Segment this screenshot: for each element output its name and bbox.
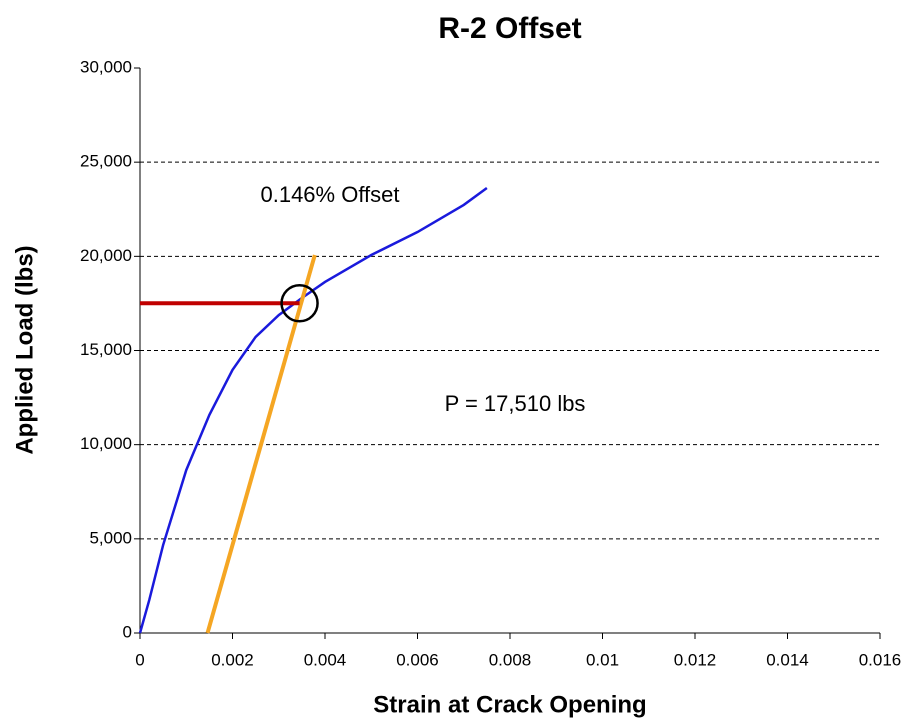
series-line <box>205 254 317 634</box>
x-tick-label: 0.008 <box>489 650 532 669</box>
series-line <box>138 186 488 634</box>
y-tick-label: 25,000 <box>80 152 132 171</box>
x-axis-label: Strain at Crack Opening <box>373 691 646 718</box>
y-tick-label: 15,000 <box>80 340 132 359</box>
x-tick-label: 0.012 <box>674 650 717 669</box>
x-tick-label: 0.004 <box>304 650 347 669</box>
annotation: 0.146% Offset <box>260 182 399 207</box>
x-tick-label: 0.002 <box>211 650 254 669</box>
y-tick-label: 20,000 <box>80 246 132 265</box>
y-tick-label: 0 <box>123 622 132 641</box>
y-tick-label: 30,000 <box>80 57 132 76</box>
y-axis-label: Applied Load (lbs) <box>11 245 38 454</box>
y-tick-label: 10,000 <box>80 434 132 453</box>
x-tick-label: 0 <box>135 650 144 669</box>
x-tick-label: 0.016 <box>859 650 902 669</box>
annotation: P = 17,510 lbs <box>445 391 586 416</box>
x-tick-label: 0.014 <box>766 650 809 669</box>
point-marker <box>280 283 319 323</box>
x-tick-label: 0.01 <box>586 650 619 669</box>
y-tick-label: 5,000 <box>89 528 132 547</box>
x-tick-label: 0.006 <box>396 650 439 669</box>
chart-title: R-2 Offset <box>438 12 581 45</box>
